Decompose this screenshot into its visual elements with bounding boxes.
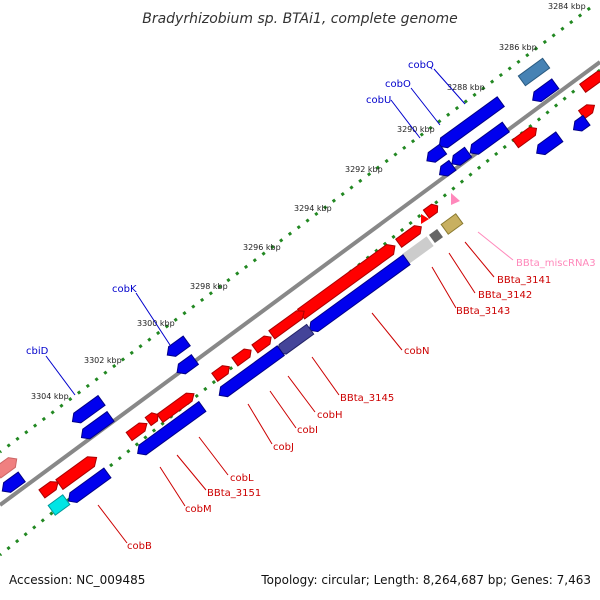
- gene-arrow-forward[interactable]: [144, 410, 161, 427]
- scale-label: 3296 kbp: [243, 243, 281, 252]
- gene-arrow-reverse[interactable]: [423, 143, 448, 165]
- gene-arrow-reverse[interactable]: [533, 131, 564, 158]
- gene-arrow-reverse[interactable]: [0, 471, 26, 496]
- gene-arrow-reverse[interactable]: [570, 114, 591, 134]
- scale-label: 3292 kbp: [345, 165, 383, 174]
- gene-arrow-forward[interactable]: [251, 333, 274, 354]
- gene-arrow-forward[interactable]: [55, 453, 100, 491]
- gene-label[interactable]: BBta_miscRNA3: [516, 258, 596, 269]
- gene-arrow-reverse[interactable]: [436, 159, 457, 179]
- gene-arrow-reverse[interactable]: [216, 345, 285, 400]
- scale-label: 3298 kbp: [190, 282, 228, 291]
- gene-arrow-reverse[interactable]: [448, 146, 473, 168]
- gene-label[interactable]: cobU: [366, 95, 391, 106]
- gene-arrow-forward[interactable]: [422, 202, 440, 219]
- gene-arrow-forward[interactable]: [421, 214, 429, 224]
- gene-label[interactable]: BBta_3151: [207, 488, 261, 499]
- gene-arrow-forward[interactable]: [211, 363, 232, 383]
- scale-label: 3288 kbp: [447, 83, 485, 92]
- gene-label[interactable]: cobM: [185, 504, 212, 515]
- topology-info-text: Topology: circular; Length: 8,264,687 bp…: [261, 573, 591, 587]
- gene-block-grey[interactable]: [429, 229, 443, 243]
- gene-arrow-forward[interactable]: [38, 478, 61, 499]
- gene-arrow-reverse[interactable]: [517, 57, 551, 87]
- gene-label[interactable]: cobI: [297, 425, 318, 436]
- gene-label[interactable]: cobJ: [273, 442, 294, 453]
- gene-labels: cobQ cobO cobU cobK cbiD BBta_miscRNA3 B…: [26, 60, 596, 552]
- gene-label[interactable]: BBta_3143: [456, 306, 510, 317]
- gene-arrow-reverse[interactable]: [467, 121, 511, 158]
- gene-arrow-reverse[interactable]: [78, 410, 115, 443]
- scale-label: 3304 kbp: [31, 392, 69, 401]
- label-leader-lines: [45, 68, 514, 544]
- scale-label: 3294 kbp: [294, 204, 332, 213]
- gene-label[interactable]: cobQ: [408, 60, 434, 71]
- gene-arrow-reverse[interactable]: [134, 400, 207, 459]
- gene-label[interactable]: cobO: [385, 79, 411, 90]
- scale-rail-upper: [0, 6, 591, 454]
- map-title: Bradyrhizobium sp. BTAi1, complete genom…: [142, 11, 458, 27]
- gene-arrow-reverse[interactable]: [529, 78, 560, 105]
- gene-arrow-reverse[interactable]: [69, 394, 106, 427]
- gene-label[interactable]: cobL: [230, 473, 254, 484]
- gene-arrow-reverse[interactable]: [306, 254, 411, 335]
- accession-text: Accession: NC_009485: [9, 573, 146, 587]
- gene-label[interactable]: cobB: [127, 541, 152, 552]
- forward-strand-genes: [0, 68, 600, 499]
- gene-arrow-forward[interactable]: [0, 454, 20, 479]
- gene-arrow-reverse[interactable]: [436, 96, 505, 151]
- gene-label[interactable]: BBta_3142: [478, 290, 532, 301]
- gene-arrow-reverse[interactable]: [65, 467, 112, 506]
- gene-label[interactable]: cobK: [112, 284, 137, 295]
- gene-label[interactable]: BBta_3141: [497, 275, 551, 286]
- gene-arrow-forward[interactable]: [579, 68, 600, 93]
- gene-arrow-forward[interactable]: [395, 223, 425, 248]
- scale-label: 3286 kbp: [499, 43, 537, 52]
- gene-block-light-grey[interactable]: [402, 236, 434, 264]
- gene-arrow-forward[interactable]: [125, 419, 150, 442]
- gene-label[interactable]: BBta_3145: [340, 393, 394, 404]
- gene-arrow-reverse[interactable]: [274, 323, 315, 357]
- gene-block-olive[interactable]: [440, 213, 464, 235]
- gene-arrow-reverse[interactable]: [164, 335, 191, 360]
- gene-arrow-forward[interactable]: [296, 241, 399, 320]
- scale-label: 3290 kbp: [397, 125, 435, 134]
- reverse-strand-genes: [0, 57, 591, 516]
- gene-arrow-reverse[interactable]: [174, 353, 200, 378]
- scale-label: 3284 kbp: [548, 2, 586, 11]
- gene-label[interactable]: cobN: [404, 346, 429, 357]
- misc-rna-marker[interactable]: [451, 193, 460, 205]
- scale-labels: 3284 kbp 3286 kbp 3288 kbp 3290 kbp 3292…: [31, 2, 586, 401]
- gene-arrow-forward[interactable]: [511, 124, 540, 149]
- gene-arrow-forward[interactable]: [268, 307, 307, 340]
- gene-label[interactable]: cbiD: [26, 346, 49, 357]
- scale-label: 3302 kbp: [84, 356, 122, 365]
- gene-arrow-forward[interactable]: [231, 346, 254, 367]
- gene-arrow-forward[interactable]: [156, 390, 197, 424]
- gene-block-cyan[interactable]: [47, 494, 71, 516]
- gene-label[interactable]: cobH: [317, 410, 342, 421]
